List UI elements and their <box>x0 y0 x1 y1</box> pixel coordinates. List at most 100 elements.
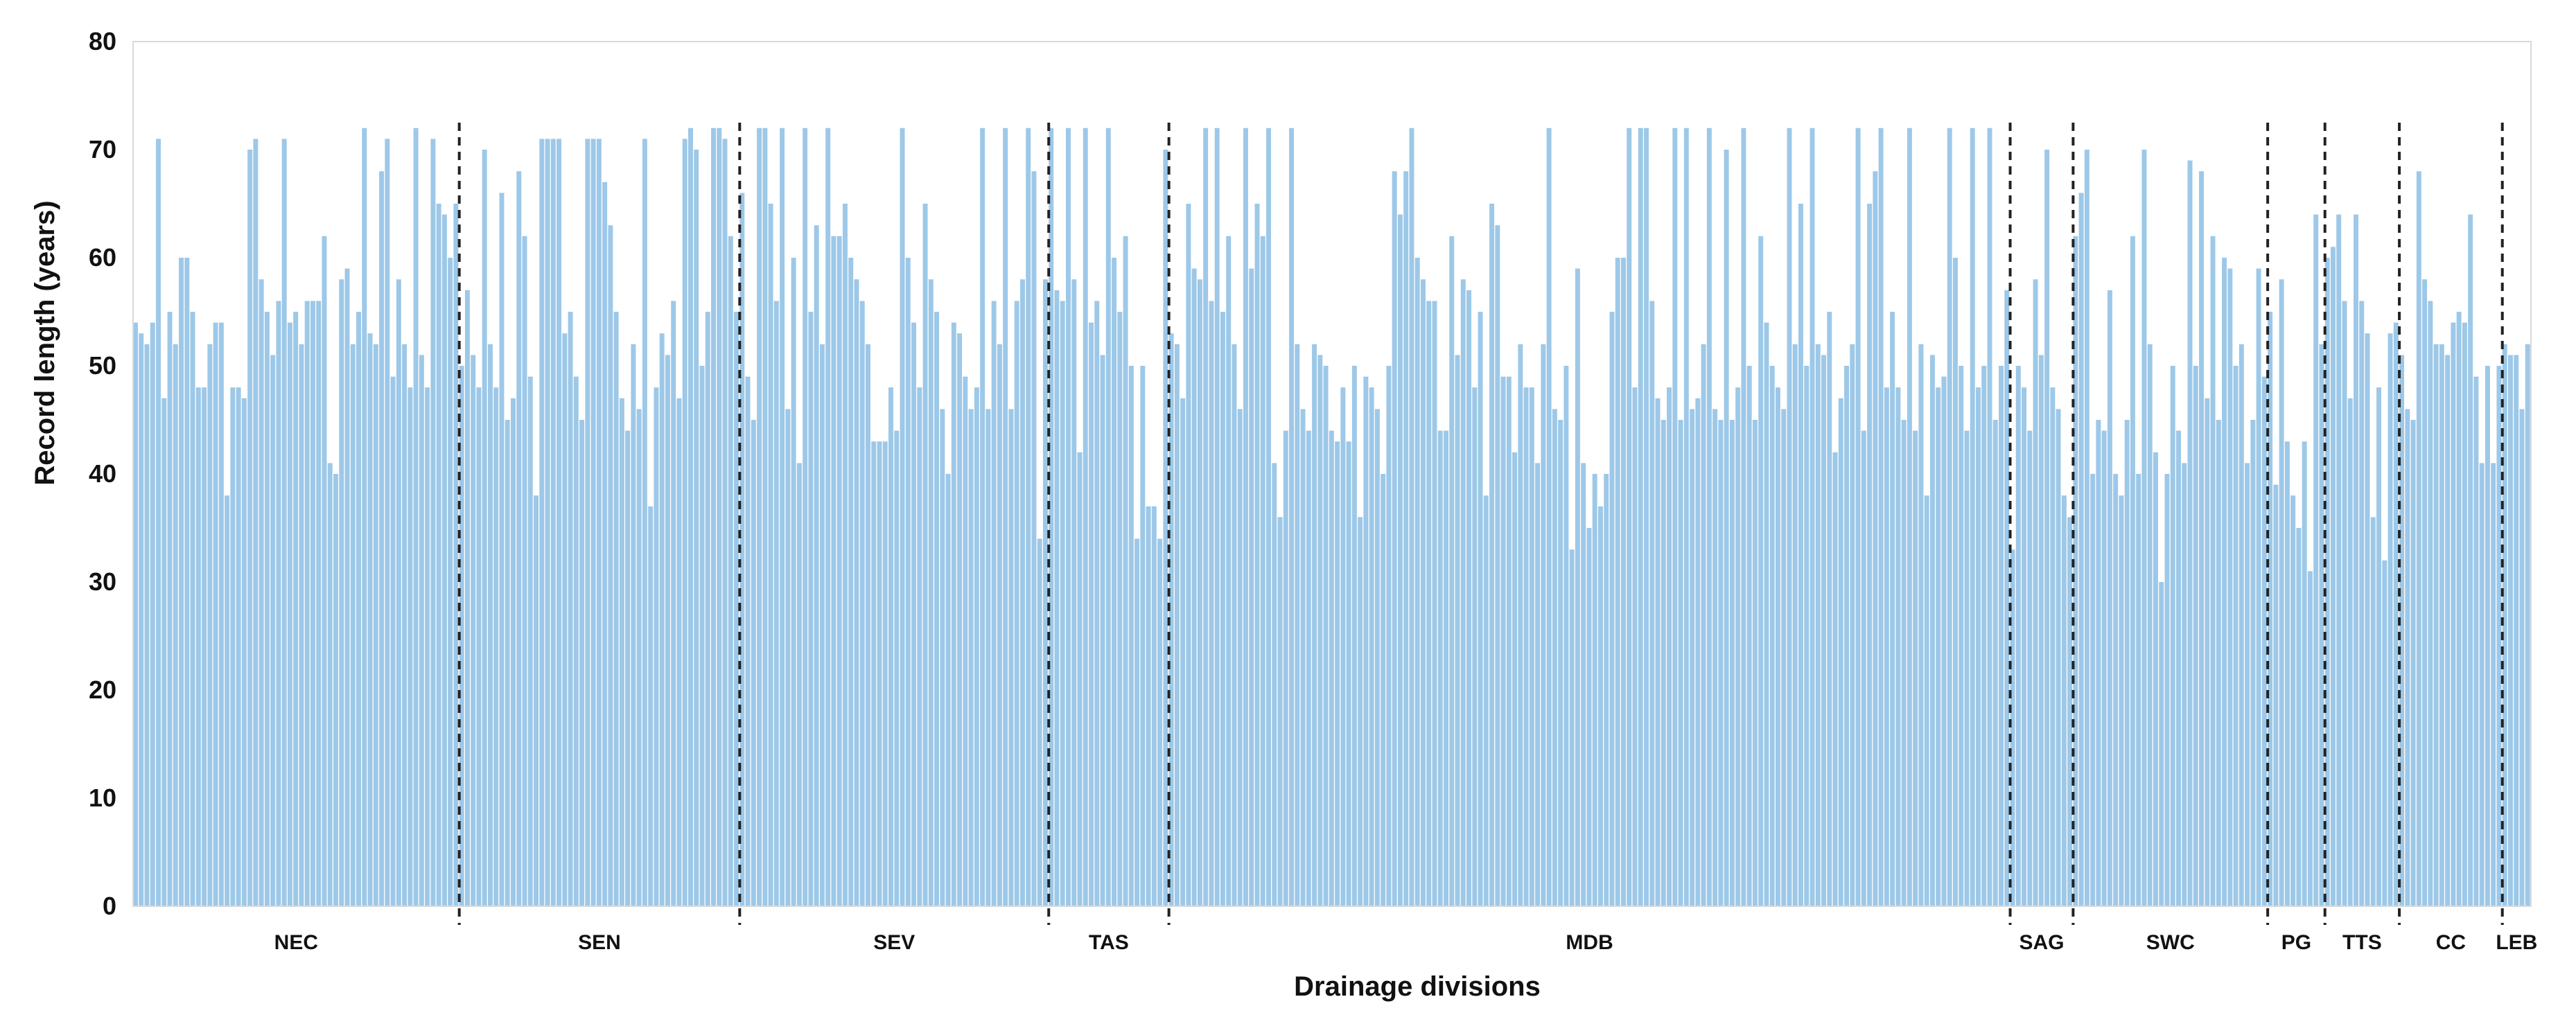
bar <box>534 495 539 906</box>
bar <box>493 387 499 906</box>
bar <box>968 409 974 906</box>
bar <box>717 127 722 906</box>
bar <box>2330 247 2336 906</box>
bar <box>739 193 745 906</box>
bar <box>1180 398 1186 906</box>
bar <box>1792 344 1798 906</box>
bar <box>184 258 190 906</box>
bar <box>1054 290 1060 906</box>
bar <box>1277 517 1283 906</box>
bar <box>1558 420 1563 906</box>
bar <box>1026 127 1031 906</box>
bar <box>1947 127 1952 906</box>
bar <box>373 344 378 906</box>
bar <box>1735 387 1741 906</box>
bar <box>2090 474 2096 906</box>
bar <box>854 279 859 906</box>
bar <box>1168 333 1174 906</box>
bar <box>1272 463 1277 906</box>
bar <box>2222 258 2227 906</box>
bar <box>408 387 413 906</box>
bar <box>1237 409 1243 906</box>
bar <box>379 171 385 907</box>
bar <box>482 150 487 906</box>
bar <box>2284 441 2290 906</box>
bar <box>1197 279 1202 906</box>
bar <box>2015 366 2021 906</box>
bar <box>2113 474 2119 906</box>
bar <box>1042 279 1048 906</box>
bar <box>156 139 161 906</box>
bar <box>613 312 619 906</box>
bar <box>1592 474 1597 906</box>
bar <box>2096 420 2101 906</box>
bar <box>631 344 636 906</box>
bar <box>2136 474 2141 906</box>
bar <box>1649 301 1655 906</box>
bar <box>1157 538 1163 906</box>
bar <box>865 344 870 906</box>
bar <box>596 139 602 906</box>
bar <box>1094 301 1100 906</box>
division-label-sev: SEV <box>873 931 915 954</box>
plot-frame <box>132 41 2532 907</box>
bar <box>997 344 1002 906</box>
bar <box>1999 366 2004 906</box>
y-tick-label: 60 <box>89 243 116 272</box>
division-label-leb: LEB <box>2496 931 2537 954</box>
bar <box>1300 409 1306 906</box>
bar <box>1695 398 1701 906</box>
bar <box>2416 171 2421 907</box>
bar <box>173 344 178 906</box>
bar <box>476 387 482 906</box>
bar <box>1437 430 1443 906</box>
bar <box>264 312 270 906</box>
bar <box>1952 258 1958 906</box>
bar <box>2073 236 2078 906</box>
bar <box>1003 127 1008 906</box>
bar <box>1112 258 1117 906</box>
bar <box>527 376 533 906</box>
bar <box>522 236 527 906</box>
division-label-tts: TTS <box>2342 931 2382 954</box>
bar <box>882 441 888 906</box>
bar <box>985 409 991 906</box>
bar <box>1884 387 1889 906</box>
bar <box>1512 452 1518 906</box>
bar <box>2393 322 2399 907</box>
bar <box>2279 279 2284 906</box>
division-label-nec: NEC <box>274 931 318 954</box>
bar <box>385 139 390 906</box>
bar <box>1163 150 1168 906</box>
bar <box>1798 204 1803 906</box>
bar <box>2084 150 2089 906</box>
bar <box>1128 366 1134 906</box>
bar <box>2164 474 2170 906</box>
bar <box>590 139 596 906</box>
bar <box>1444 430 1448 906</box>
bar <box>585 139 590 906</box>
bar <box>1014 301 1019 906</box>
bar <box>951 322 956 907</box>
bar <box>2485 366 2490 906</box>
bar <box>2451 322 2456 907</box>
bar <box>1031 171 1037 907</box>
bar <box>1214 127 1220 906</box>
bar <box>602 182 608 906</box>
y-tick-label: 20 <box>89 676 116 704</box>
bar <box>2027 430 2033 906</box>
division-label-sen: SEN <box>578 931 621 954</box>
y-axis-ticks: 0 10 20 30 40 50 60 70 80 <box>89 27 116 920</box>
bar <box>2525 344 2530 906</box>
bar <box>2061 495 2067 906</box>
bar <box>402 344 408 906</box>
bar <box>1317 355 1323 906</box>
bar <box>1369 387 1374 906</box>
bar <box>1644 127 1649 906</box>
bar <box>562 333 568 906</box>
bar <box>270 355 276 906</box>
bar <box>539 139 545 906</box>
bar <box>1632 387 1638 906</box>
bar <box>441 214 447 907</box>
